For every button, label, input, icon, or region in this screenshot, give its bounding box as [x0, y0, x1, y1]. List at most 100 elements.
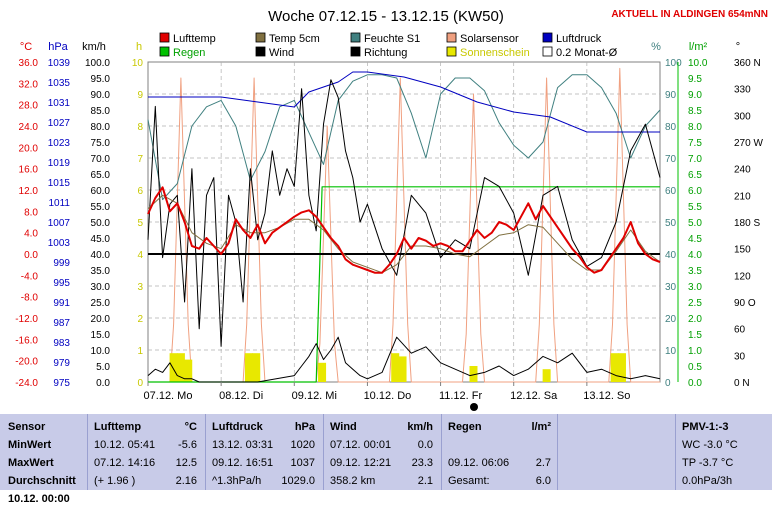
sonnenschein-bar [610, 353, 619, 382]
series-lufttemp [147, 186, 661, 274]
sun-tick-label: 1 [137, 346, 143, 357]
sonnenschein-bar [398, 356, 407, 382]
stats-wind: Wind km/h 07.12. 00:01 0.0 09.12. 12:21 23.… [324, 414, 442, 490]
rain-tick-label: 10.0 [688, 58, 708, 69]
wind-tick-label: 25.0 [91, 298, 111, 309]
pressure-tick-label: 1011 [48, 198, 70, 209]
rain-tick-label: 9.5 [688, 74, 702, 85]
stats-row-avg: Durchschnitt [8, 475, 76, 487]
direction-tick-label: 120 [734, 271, 751, 282]
sonnenschein-bar [252, 353, 261, 382]
sonnenschein-bar [617, 353, 626, 382]
rain-tick-label: 0.0 [688, 378, 702, 389]
pressure-unit: hPa [48, 41, 68, 53]
legend-swatch [255, 32, 266, 43]
series-richtung [147, 79, 661, 347]
legend-label: Solarsensor [460, 33, 519, 45]
temp-tick-label: -24.0 [15, 378, 38, 389]
wind-tick-label: 20.0 [91, 314, 111, 325]
wind-min-time: 07.12. 00:01 [330, 439, 392, 451]
stats-pmv: PMV-1:-3 WC -3.0 °C TP -3.7 °C 0.0hPa/3h [676, 414, 772, 490]
lufttemp-header: Lufttemp [94, 421, 142, 433]
pmv-dewpoint: TP -3.7 °C [682, 457, 734, 469]
wind-max-time: 09.12. 12:21 [330, 457, 392, 469]
regen-unit: l/m² [531, 421, 551, 433]
rain-tick-label: 0.5 [688, 362, 702, 373]
lufttemp-avg-note: (+ 1.96 ) [94, 475, 136, 487]
series-luftdruck [148, 71, 660, 133]
legend-label: Sonnenschein [460, 47, 530, 59]
pressure-tick-label: 983 [53, 338, 70, 349]
series-wind [147, 336, 661, 383]
luftdruck-avg-value: 1029.0 [281, 475, 315, 487]
wind-distance: 358.2 km [330, 475, 376, 487]
stats-row-max: MaxWert [8, 457, 54, 469]
rain-tick-label: 1.5 [688, 330, 702, 341]
wind-unit: km/h [407, 421, 433, 433]
humidity-tick-label: 30 [665, 282, 677, 293]
pressure-tick-label: 979 [53, 358, 70, 369]
legend-label: Richtung [364, 47, 407, 59]
rain-tick-label: 4.5 [688, 234, 702, 245]
temp-tick-label: 16.0 [19, 165, 39, 176]
temp-tick-label: 36.0 [19, 58, 39, 69]
wind-tick-label: 15.0 [91, 330, 111, 341]
legend: Lufttemp Temp 5cm Feuchte S1 Solarsensor Luf… [159, 32, 618, 59]
sonnenschein-bar [184, 359, 193, 382]
legend-label: Wind [269, 47, 294, 59]
legend-swatch [159, 32, 170, 43]
wind-tick-label: 40.0 [91, 250, 111, 261]
stats-row-min: MinWert [8, 439, 52, 451]
legend-swatch [542, 32, 553, 43]
humidity-tick-label: 90 [665, 90, 677, 101]
rain-tick-label: 6.5 [688, 170, 702, 181]
stats-sensor: Sensor MinWert MaxWert Durchschnitt 10.1… [0, 414, 88, 505]
temp-tick-label: -8.0 [21, 293, 39, 304]
wind-avg-value: 2.1 [417, 475, 433, 487]
humidity-unit: % [651, 41, 661, 53]
temp-tick-label: -4.0 [21, 271, 39, 282]
wind-tick-label: 65.0 [91, 170, 111, 181]
direction-tick-label: 360 N [734, 58, 761, 69]
stats-luftdruck: Luftdruck hPa 13.12. 03:31 1020 09.12. 16:… [206, 414, 324, 490]
pressure-tick-label: 1023 [48, 138, 71, 149]
x-tick-label: 08.12. Di [219, 390, 263, 402]
sonnenschein-bar [469, 366, 478, 382]
direction-tick-label: 300 [734, 111, 751, 122]
luftdruck-max-time: 09.12. 16:51 [212, 457, 274, 469]
rain-tick-label: 2.5 [688, 298, 702, 309]
lufttemp-min-time: 10.12. 05:41 [94, 439, 156, 451]
wind-max-value: 23.3 [411, 457, 433, 469]
rain-tick-label: 8.0 [688, 122, 702, 133]
direction-tick-label: 30 [734, 351, 746, 362]
sun-tick-label: 3 [137, 282, 143, 293]
stats-lufttemp: Lufttemp °C 10.12. 05:41 -5.6 07.12. 14:16… [88, 414, 206, 490]
legend-swatch [446, 32, 457, 43]
regen-header: Regen [448, 421, 482, 433]
pmv-header: PMV-1:-3 [682, 421, 729, 433]
regen-total-label: Gesamt: [448, 475, 490, 487]
sun-tick-label: 2 [137, 314, 143, 325]
stats-regen: Regen l/m² 09.12. 06:06 2.7 Gesamt: 6.0 [442, 414, 558, 490]
sonnenschein-bar [244, 353, 253, 382]
sonnenschein-bar [542, 369, 551, 382]
pressure-tick-label: 987 [53, 318, 70, 329]
luftdruck-trend: ^1.3hPa/h [212, 475, 262, 487]
luftdruck-min-time: 13.12. 03:31 [212, 439, 274, 451]
axis-labels: 36.032.028.024.020.016.012.08.04.00.0-4.… [15, 41, 763, 389]
now-marker [470, 403, 478, 411]
direction-tick-label: 270 W [734, 138, 763, 149]
rain-tick-label: 4.0 [688, 250, 702, 261]
rain-tick-label: 7.0 [688, 154, 702, 165]
wind-tick-label: 85.0 [91, 106, 111, 117]
regen-max-value: 2.7 [535, 457, 551, 469]
direction-tick-label: 150 [734, 245, 751, 256]
pressure-tick-label: 1015 [48, 178, 71, 189]
pmv-pressure-trend: 0.0hPa/3h [682, 475, 733, 487]
wind-tick-label: 0.0 [96, 378, 110, 389]
direction-tick-label: 240 [734, 165, 751, 176]
pressure-tick-label: 991 [53, 298, 70, 309]
direction-tick-label: 180 S [734, 218, 760, 229]
lufttemp-max-time: 07.12. 14:16 [94, 457, 156, 469]
temp-tick-label: -12.0 [15, 314, 38, 325]
